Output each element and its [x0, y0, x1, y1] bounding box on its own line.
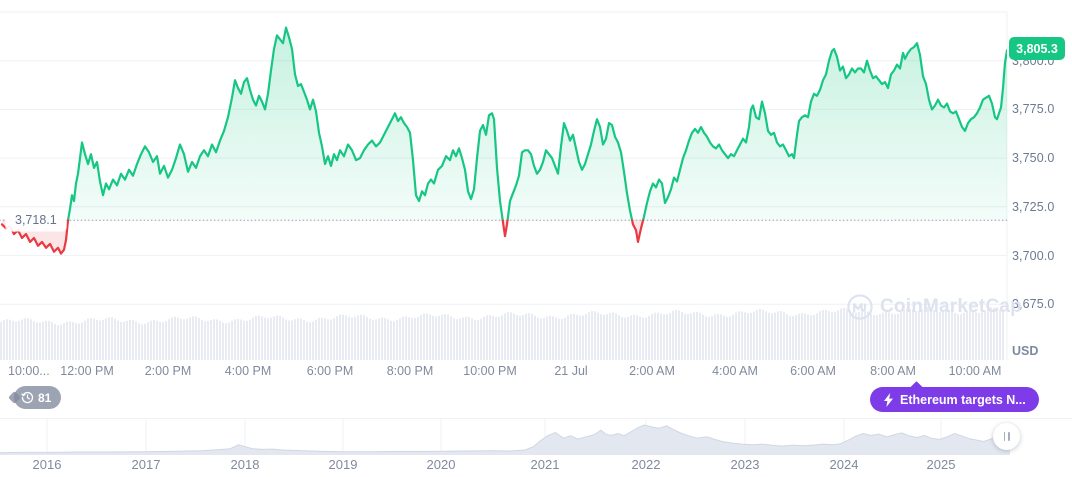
timeline-year-label: 2017	[131, 457, 161, 472]
watermark: CoinMarketCap	[847, 294, 1022, 320]
pause-bars-icon	[1003, 432, 1005, 441]
y-axis-label: 3,700.0	[1012, 248, 1055, 263]
timeline-year-label: 2016	[32, 457, 62, 472]
x-axis-label: 10:00 AM	[948, 364, 1002, 378]
timeline-year-label: 2021	[530, 457, 560, 472]
timeline-year-axis: 2016 2017 2018 2019 2020 2021 2022 2023 2024 2025	[0, 457, 1072, 473]
timeline-year-label: 2024	[829, 457, 859, 472]
history-badge[interactable]: 81	[14, 386, 62, 409]
x-axis-label: 10:00...	[8, 364, 50, 378]
timeline-year-label: 2019	[328, 457, 358, 472]
clock-history-icon	[21, 391, 34, 404]
timeline-year-label: 2023	[730, 457, 760, 472]
x-axis-label: 12:00 PM	[60, 364, 114, 378]
lightning-bolt-icon	[883, 392, 894, 407]
news-annotation-pill[interactable]: Ethereum targets N...	[870, 387, 1039, 412]
range-scrubber-handle[interactable]	[993, 423, 1020, 450]
timeline-year-label: 2025	[926, 457, 956, 472]
news-annotation-label: Ethereum targets N...	[900, 392, 1026, 407]
timeline-minimap-svg[interactable]	[0, 418, 1072, 455]
y-axis-label: 3,775.0	[1012, 102, 1055, 117]
current-price-badge: 3,805.3	[1009, 37, 1065, 60]
y-axis-label: 3,750.0	[1012, 151, 1055, 166]
x-axis-label: 8:00 AM	[870, 364, 916, 378]
watermark-text: CoinMarketCap	[880, 296, 1022, 317]
y-axis-label: 3,725.0	[1012, 199, 1055, 214]
x-axis-label: 2:00 AM	[629, 364, 675, 378]
x-axis-label: 6:00 AM	[790, 364, 836, 378]
x-axis-label: 2:00 PM	[144, 364, 192, 378]
x-axis: 10:00... 12:00 PM 2:00 PM 4:00 PM 6:00 PM 8:0…	[0, 364, 1007, 380]
x-axis-label: 21 Jul	[554, 364, 588, 378]
timeline-year-label: 2022	[631, 457, 661, 472]
timeline-year-label: 2018	[230, 457, 260, 472]
x-axis-label: 4:00 AM	[712, 364, 758, 378]
baseline-price-label: 3,718.1	[6, 209, 66, 231]
timeline-minimap[interactable]	[0, 418, 1072, 455]
x-axis-label: 4:00 PM	[224, 364, 272, 378]
x-axis-label: 10:00 PM	[463, 364, 517, 378]
timeline-year-label: 2020	[426, 457, 456, 472]
history-count: 81	[38, 390, 52, 405]
x-axis-label: 6:00 PM	[306, 364, 354, 378]
coinmarketcap-logo-icon	[847, 294, 873, 320]
currency-unit-label: USD	[1012, 344, 1039, 358]
x-axis-label: 8:00 PM	[386, 364, 434, 378]
y-axis-label: 3,675.0	[1012, 297, 1055, 312]
price-chart-svg[interactable]	[0, 0, 1072, 360]
